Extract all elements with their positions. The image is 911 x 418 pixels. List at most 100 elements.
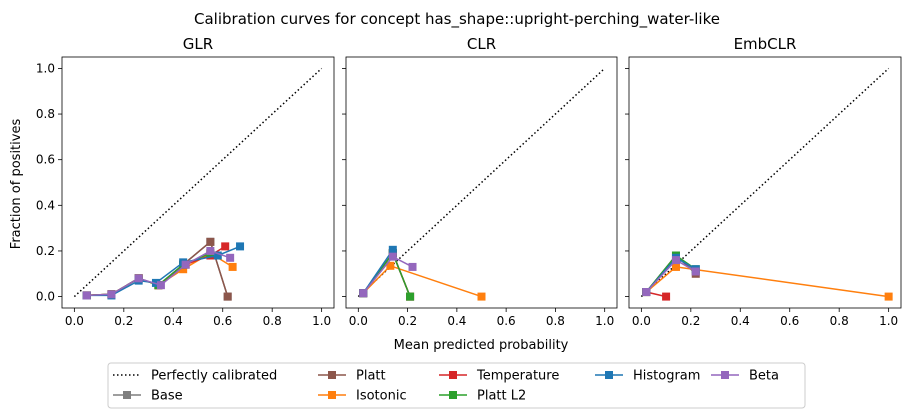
legend-label: Beta [749, 369, 779, 384]
data-point-isotonic [477, 292, 486, 301]
data-point-beta [226, 253, 235, 262]
subplot-title: EmbCLR [734, 35, 797, 53]
data-point-beta [107, 290, 116, 299]
series-plattl2 [642, 251, 700, 297]
x-tick-label: 0.6 [780, 314, 799, 328]
series-plattl2 [359, 249, 415, 301]
series-beta [82, 246, 235, 300]
data-point-isotonic [179, 265, 188, 274]
legend-entry-plattl2: Platt L2 [439, 389, 526, 404]
perfect-calibration-line [640, 67, 890, 298]
x-tick-label: 0.0 [65, 314, 84, 328]
data-point-platt [223, 292, 232, 301]
subplot-title: GLR [183, 35, 213, 53]
axes-frame [628, 56, 902, 309]
legend-marker [123, 391, 131, 399]
data-point-platt [206, 237, 215, 246]
subplot-embclr: EmbCLR 0.0 0.2 0.4 0.6 0.8 1.0 [625, 35, 902, 328]
data-point-temperature [221, 242, 230, 251]
data-point-histogram [388, 245, 397, 254]
perfect-calibration-line [73, 67, 323, 298]
data-point-beta [156, 281, 165, 290]
legend-label: Base [151, 389, 183, 404]
series-isotonic [359, 261, 486, 301]
legend-label: Temperature [476, 369, 559, 384]
data-point-beta [82, 291, 91, 300]
series-platt [642, 251, 700, 297]
data-point-beta [642, 288, 651, 297]
x-tick-label: 0.8 [263, 314, 282, 328]
series-line-isotonic [645, 266, 889, 298]
series-line-plattl2 [86, 252, 211, 297]
x-tick-label: 0.8 [830, 314, 849, 328]
series-beta [359, 252, 417, 298]
x-tick-label: 0.8 [546, 314, 565, 328]
subplot-panels: GLR0.00.00.20.20.40.40.60.60.80.81.01.0C… [36, 35, 902, 328]
figure-title: Calibration curves for concept has_shape… [194, 10, 720, 29]
legend-marker [721, 371, 729, 379]
subplot-clr: CLR 0.0 0.2 0.4 0.6 0.8 1.0 [342, 35, 618, 328]
x-tick-label: 0.2 [398, 314, 417, 328]
x-tick-label: 0.4 [731, 314, 750, 328]
series-beta [642, 256, 700, 297]
y-tick-label: 1.0 [36, 61, 55, 75]
x-tick-label: 0.4 [164, 314, 183, 328]
legend-entry-histogram: Histogram [595, 369, 700, 384]
y-tick-label: 0.2 [36, 244, 55, 258]
subplot-glr: GLR 0.0 0.0 0.2 0.2 0.4 0.4 0.6 0.6 0.8 0.8 1.0 1.0 [36, 35, 335, 328]
legend-marker [605, 371, 613, 379]
axes-frame [61, 56, 335, 309]
series-line-beta [362, 255, 413, 294]
data-point-beta [181, 260, 190, 269]
x-tick-label: 0.6 [497, 314, 516, 328]
axes-frame [345, 56, 618, 309]
perfect-calibration-line [357, 67, 606, 298]
legend-marker [328, 391, 336, 399]
data-point-isotonic [228, 262, 237, 271]
data-point-isotonic [884, 292, 893, 301]
legend-entry-perfect: Perfectly calibrated [113, 369, 277, 384]
legend-label: Isotonic [356, 389, 407, 404]
series-platt [359, 249, 415, 301]
data-point-histogram [236, 242, 245, 251]
legend-entry-temperature: Temperature [439, 369, 559, 384]
series-base [359, 249, 415, 301]
x-axis-label: Mean predicted probability [394, 338, 569, 353]
y-tick-label: 0.6 [36, 153, 55, 167]
legend-box [107, 362, 806, 409]
x-tick-label: 0.0 [632, 314, 651, 328]
legend-label: Perfectly calibrated [151, 369, 277, 384]
series-isotonic [642, 262, 893, 301]
x-tick-label: 1.0 [879, 314, 898, 328]
x-tick-label: 0.6 [213, 314, 232, 328]
data-point-beta [388, 252, 397, 261]
legend-marker [328, 371, 336, 379]
x-tick-label: 0.0 [349, 314, 368, 328]
data-point-beta [206, 246, 215, 255]
x-tick-label: 0.2 [114, 314, 133, 328]
data-point-beta [134, 274, 143, 283]
legend-label: Platt L2 [477, 389, 526, 404]
x-tick-label: 0.4 [447, 314, 466, 328]
x-tick-label: 1.0 [312, 314, 331, 328]
y-axis-label: Fraction of positives [9, 119, 24, 250]
series-base [642, 251, 700, 297]
legend: Perfectly calibrated Base Platt Isotonic Tem… [107, 362, 806, 409]
y-tick-label: 0.0 [36, 290, 55, 304]
legend-entry-isotonic: Isotonic [318, 389, 407, 404]
legend-label: Platt [356, 369, 386, 384]
x-tick-label: 0.2 [681, 314, 700, 328]
series-plattl2 [82, 249, 215, 300]
subplot-title: CLR [467, 35, 496, 53]
legend-entry-platt: Platt [318, 369, 386, 384]
data-point-beta [408, 262, 417, 271]
series-temperature [359, 249, 415, 301]
x-tick-label: 1.0 [595, 314, 614, 328]
y-tick-label: 0.4 [36, 198, 55, 212]
data-point-isotonic [386, 261, 395, 270]
data-point-temperature [662, 292, 671, 301]
data-point-beta [691, 267, 700, 276]
legend-entry-base: Base [113, 389, 183, 404]
data-point-beta [671, 256, 680, 265]
